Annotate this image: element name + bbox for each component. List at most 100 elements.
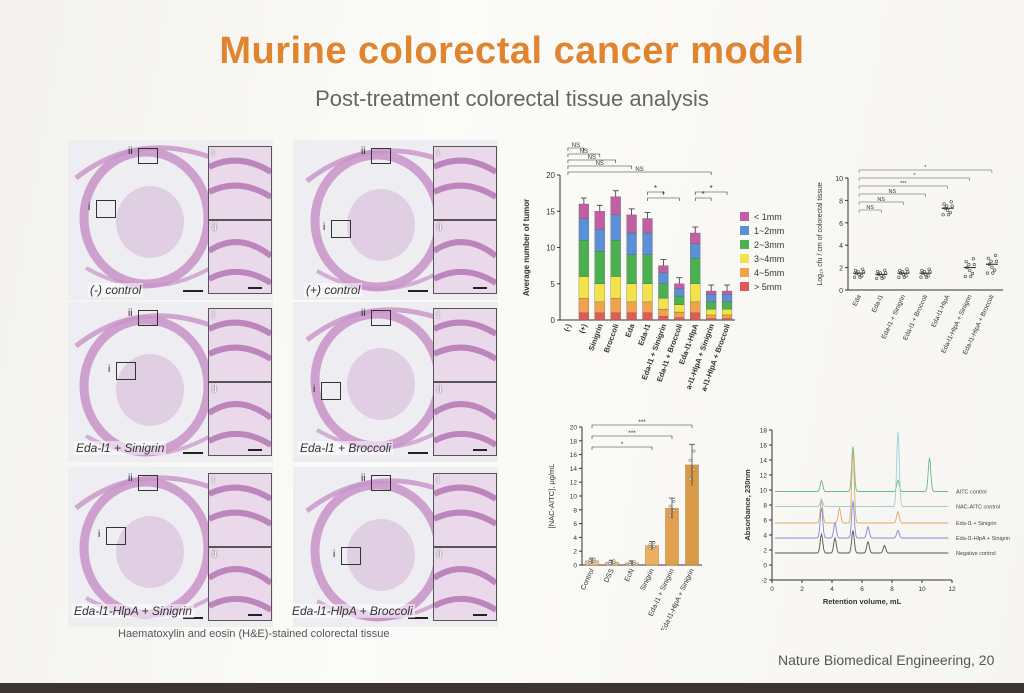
data-point [876, 270, 880, 274]
data-point [993, 268, 997, 272]
bar-segment [610, 276, 621, 299]
category-label: Broccoli [602, 323, 621, 354]
significance-bracket [858, 209, 882, 213]
legend-swatch [740, 226, 749, 235]
tissue-core [116, 354, 184, 426]
bar-segment [626, 254, 637, 284]
legend-label: < 1mm [754, 212, 782, 222]
scale-bar [408, 290, 428, 292]
data-point [688, 477, 692, 481]
data-point [969, 274, 973, 279]
y-tick-label: 8 [573, 507, 577, 514]
category-label: (+) [577, 322, 589, 334]
bar-segment [721, 318, 733, 321]
x-tick-label: 2 [800, 586, 804, 593]
nac-aitc-chart: 0 2 4 6 8 10 12 14 16 18 20 [NAC-AITC], μg/mL Contro… [547, 419, 702, 630]
legend-swatch [740, 212, 749, 221]
tissue-core [347, 519, 415, 591]
significance-label: * [710, 184, 713, 193]
bar-segment [642, 283, 653, 303]
data-point [948, 210, 952, 215]
inset-i: i [433, 473, 497, 547]
inset-label: i [437, 148, 440, 159]
bar-segment [594, 283, 605, 303]
data-point [942, 202, 946, 206]
category-label: Eda-l1 [871, 294, 885, 314]
significance-label: NS [588, 155, 596, 161]
significance-label: *** [638, 419, 646, 426]
bar-segment [642, 232, 653, 255]
scale-bar [473, 449, 487, 451]
inset-texture [209, 484, 271, 527]
bar-segment [674, 311, 685, 318]
data-point [672, 499, 676, 503]
category-label: Sinigrin [640, 568, 656, 592]
y-tick-label: 18 [570, 438, 578, 445]
bar-segment [721, 314, 733, 319]
data-point [668, 513, 672, 517]
data-point [897, 275, 901, 279]
legend-label: > 5mm [754, 282, 782, 292]
bar-segment [721, 290, 733, 295]
bar-segment [706, 308, 717, 316]
inset-marker-label: ii [128, 146, 133, 157]
bar-segment [594, 301, 605, 313]
data-point [592, 560, 596, 563]
inset-label: i [212, 475, 215, 486]
category-label: Eda-l1-HlpA [930, 293, 951, 328]
chromatogram-trace [775, 451, 949, 524]
scale-bar [183, 290, 203, 292]
significance-label: *** [628, 430, 636, 437]
significance-bracket [567, 159, 616, 163]
bar-segment [721, 294, 733, 303]
chromatogram-trace [775, 500, 949, 539]
bar-segment [674, 283, 685, 289]
bar-segment [626, 301, 637, 313]
significance-bracket [591, 446, 653, 450]
significance-label: NS [877, 197, 885, 203]
inset-texture [434, 157, 496, 200]
y-tick-label: 10 [760, 488, 768, 495]
data-point [946, 208, 950, 212]
significance-bracket [567, 165, 632, 169]
bar-segment [626, 283, 637, 303]
inset-ii: ii [433, 547, 497, 621]
y-tick-label: 6 [573, 521, 577, 528]
inset-label: i [212, 148, 215, 159]
bar-segment [674, 295, 685, 305]
slide-title: Murine colorectal cancer model [219, 30, 805, 72]
data-point [898, 268, 902, 273]
significance-bracket [567, 147, 585, 151]
significance-label: NS [596, 161, 604, 167]
histology-panel-label: Eda-l1 + Sinigrin [74, 441, 167, 455]
bar-segment [610, 196, 621, 216]
data-point [652, 545, 656, 549]
significance-bracket [591, 424, 693, 428]
bar-segment [706, 314, 717, 319]
bar-segment [610, 240, 621, 277]
significance-bracket [591, 435, 673, 439]
bar-segment [690, 232, 701, 245]
bar-segment [626, 232, 637, 255]
significance-bracket [647, 197, 680, 201]
tissue-band [209, 239, 271, 286]
data-point [853, 268, 858, 273]
category-label: Eda [623, 322, 636, 339]
tissue-band [434, 239, 496, 286]
significance-bracket [858, 185, 948, 189]
x-tick-label: 8 [890, 586, 894, 593]
tissue-band [209, 157, 271, 200]
significance-bracket [647, 191, 664, 195]
category-label: Eda-l1 [636, 323, 652, 347]
scale-bar [408, 452, 428, 454]
data-point [927, 267, 931, 271]
data-point [941, 213, 945, 217]
data-point [949, 200, 953, 204]
category-label: (-) [562, 322, 573, 333]
inset-texture [209, 566, 271, 613]
inset-marker-i [371, 310, 391, 326]
y-tick-label: 0 [763, 563, 767, 570]
data-point [672, 509, 676, 513]
category-label: Control [580, 567, 596, 591]
significance-label: NS [866, 205, 874, 211]
